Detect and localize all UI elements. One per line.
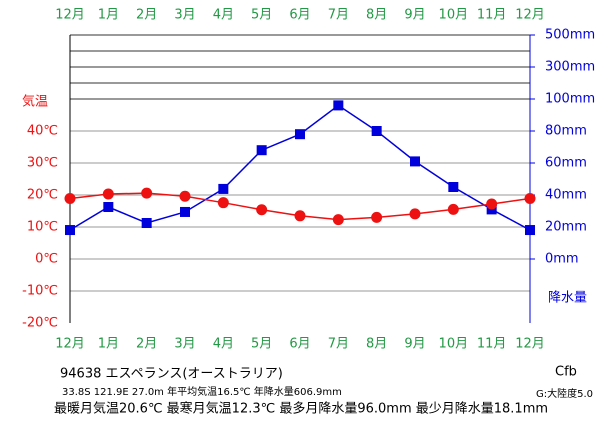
marker [410, 156, 420, 167]
x-tick-label: 8月 [366, 8, 387, 23]
marker [103, 202, 114, 212]
x-tick-label: 12月 [55, 337, 85, 352]
y-tick-label: 30℃ [27, 156, 58, 171]
x-tick-label: 6月 [289, 337, 310, 352]
marker [333, 100, 344, 111]
y-tick-label: -20℃ [22, 316, 58, 331]
x-tick-label: 3月 [174, 337, 195, 352]
x-tick-label: 4月 [213, 337, 234, 352]
marker [218, 183, 229, 194]
x-tick-label: 11月 [477, 337, 507, 352]
station: 94638 エスペランス(オーストラリア) [60, 367, 283, 382]
y-axis-label: 気温 [22, 94, 48, 110]
x-tick-label: 5月 [251, 337, 272, 352]
marker [141, 187, 153, 199]
x-tick-label: 3月 [174, 8, 195, 23]
marker [294, 210, 306, 222]
x-tick-label: 10月 [439, 337, 469, 352]
marker [371, 126, 382, 136]
y-tick-label: 0℃ [35, 252, 58, 267]
marker [448, 182, 459, 192]
marker [256, 204, 268, 216]
x-tick-label: 12月 [55, 8, 85, 23]
x-tick-label: 4月 [213, 8, 234, 23]
marker [141, 218, 152, 228]
x-tick-label: 1月 [98, 337, 119, 352]
marker [64, 193, 76, 205]
y-tick-label: 10℃ [27, 220, 58, 235]
marker [332, 214, 344, 226]
marker [179, 190, 191, 202]
y2-axis-label: 降水量 [548, 291, 587, 306]
y2-tick-label: 60mm [545, 156, 587, 171]
climate-class: Cfb [555, 365, 577, 380]
info-line: 33.8S 121.9E 27.0m 年平均気温16.5℃ 年降水量606.9m… [62, 385, 342, 398]
marker [371, 211, 383, 223]
x-tick-label: 7月 [328, 337, 349, 352]
marker [180, 206, 190, 217]
x-tick-label: 12月 [515, 337, 545, 352]
x-tick-label: 2月 [136, 8, 157, 23]
continentality: G:大陸度5.0 [536, 387, 593, 400]
marker [256, 145, 267, 156]
marker [409, 208, 421, 220]
x-tick-label: 12月 [515, 8, 545, 23]
y2-tick-label: 40mm [545, 188, 587, 203]
marker [524, 193, 536, 205]
marker [525, 225, 535, 236]
y2-tick-label: 20mm [545, 220, 587, 235]
y2-tick-label: 300mm [545, 60, 595, 75]
marker [486, 198, 498, 210]
y2-tick-label: 80mm [545, 124, 587, 139]
upper-band-lines [70, 34, 530, 100]
marker [447, 203, 459, 215]
x-tick-label: 9月 [404, 337, 425, 352]
marker [65, 225, 75, 236]
x-tick-label: 6月 [289, 8, 310, 23]
y2-tick-label: 0mm [545, 252, 579, 267]
marker [102, 188, 114, 200]
y-tick-label: 40℃ [27, 124, 58, 139]
x-tick-label: 9月 [404, 8, 425, 23]
y2-tick-label: 100mm [545, 92, 595, 107]
x-tick-label: 10月 [439, 8, 469, 23]
marker [217, 197, 229, 209]
x-tick-label: 7月 [328, 8, 349, 23]
x-tick-label: 1月 [98, 8, 119, 23]
marker [295, 129, 305, 140]
x-tick-label: 2月 [136, 337, 157, 352]
y2-tick-label: 500mm [545, 28, 595, 43]
y-tick-label: -10℃ [22, 284, 58, 299]
info-line: 最暖月気温20.6℃ 最寒月気温12.3℃ 最多月降水量96.0mm 最少月降水… [54, 401, 548, 417]
y-tick-label: 20℃ [27, 188, 58, 203]
x-tick-label: 11月 [477, 8, 507, 23]
x-tick-label: 8月 [366, 337, 387, 352]
x-tick-label: 5月 [251, 8, 272, 23]
